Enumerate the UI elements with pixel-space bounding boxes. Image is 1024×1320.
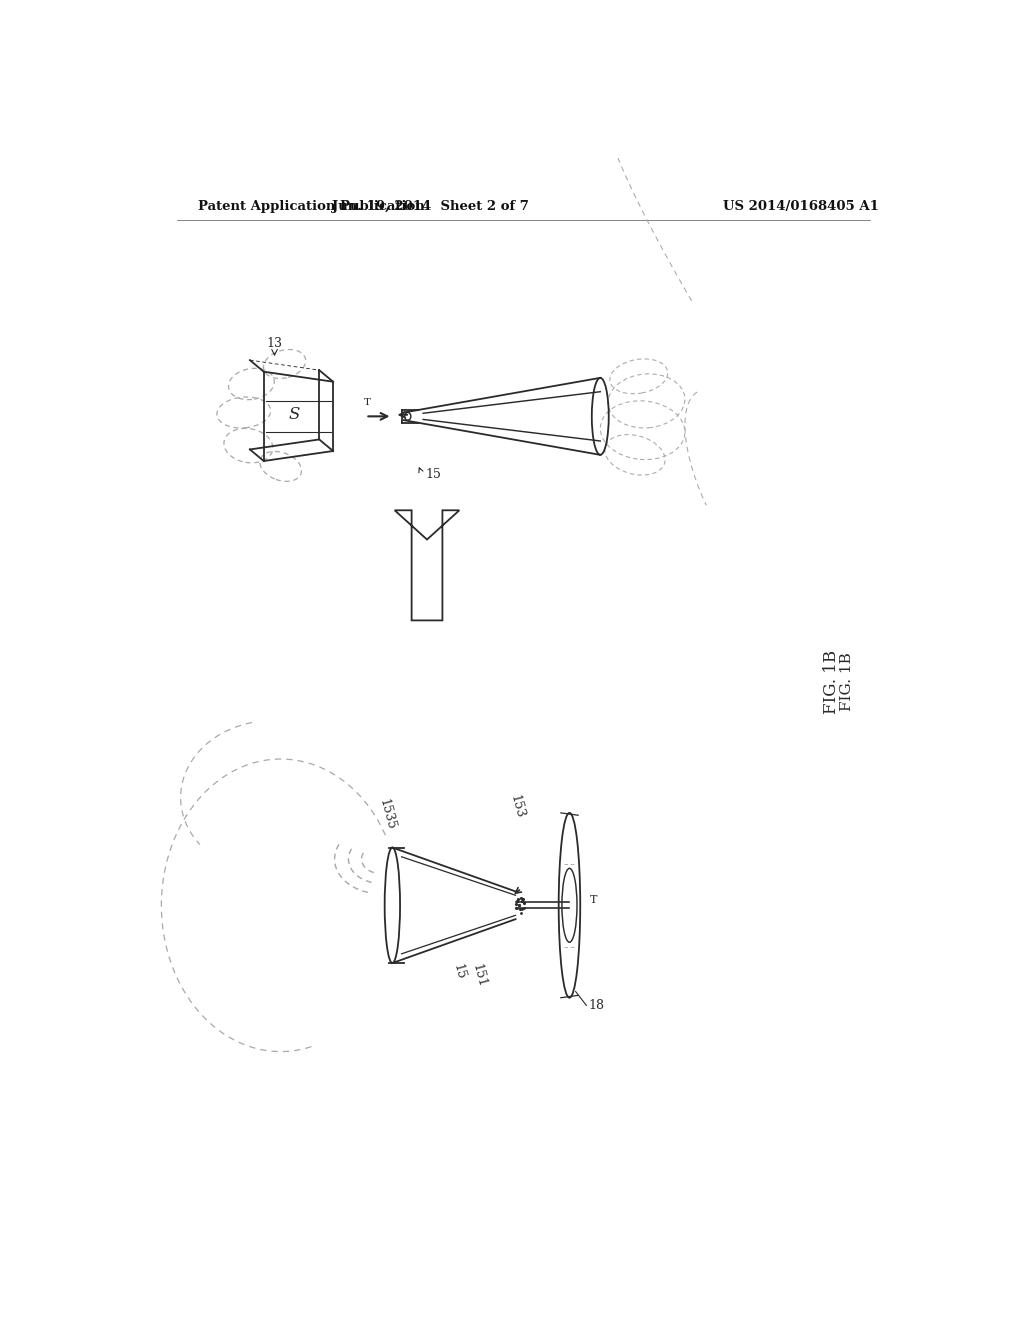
Text: T: T <box>364 399 371 407</box>
Text: Jun. 19, 2014  Sheet 2 of 7: Jun. 19, 2014 Sheet 2 of 7 <box>333 199 529 213</box>
Text: Patent Application Publication: Patent Application Publication <box>199 199 425 213</box>
Text: 15: 15 <box>425 469 441 480</box>
Text: 15: 15 <box>451 962 467 982</box>
Text: 151: 151 <box>469 962 488 989</box>
Text: FIG. 1B: FIG. 1B <box>840 652 854 711</box>
Text: FIG. 1B: FIG. 1B <box>822 649 840 714</box>
Text: 18: 18 <box>589 999 605 1012</box>
Text: 13: 13 <box>267 337 283 350</box>
Text: S: S <box>289 405 300 422</box>
Text: US 2014/0168405 A1: US 2014/0168405 A1 <box>723 199 879 213</box>
Text: T: T <box>590 895 597 906</box>
Text: 1535: 1535 <box>377 797 397 832</box>
Text: 153: 153 <box>508 793 526 820</box>
